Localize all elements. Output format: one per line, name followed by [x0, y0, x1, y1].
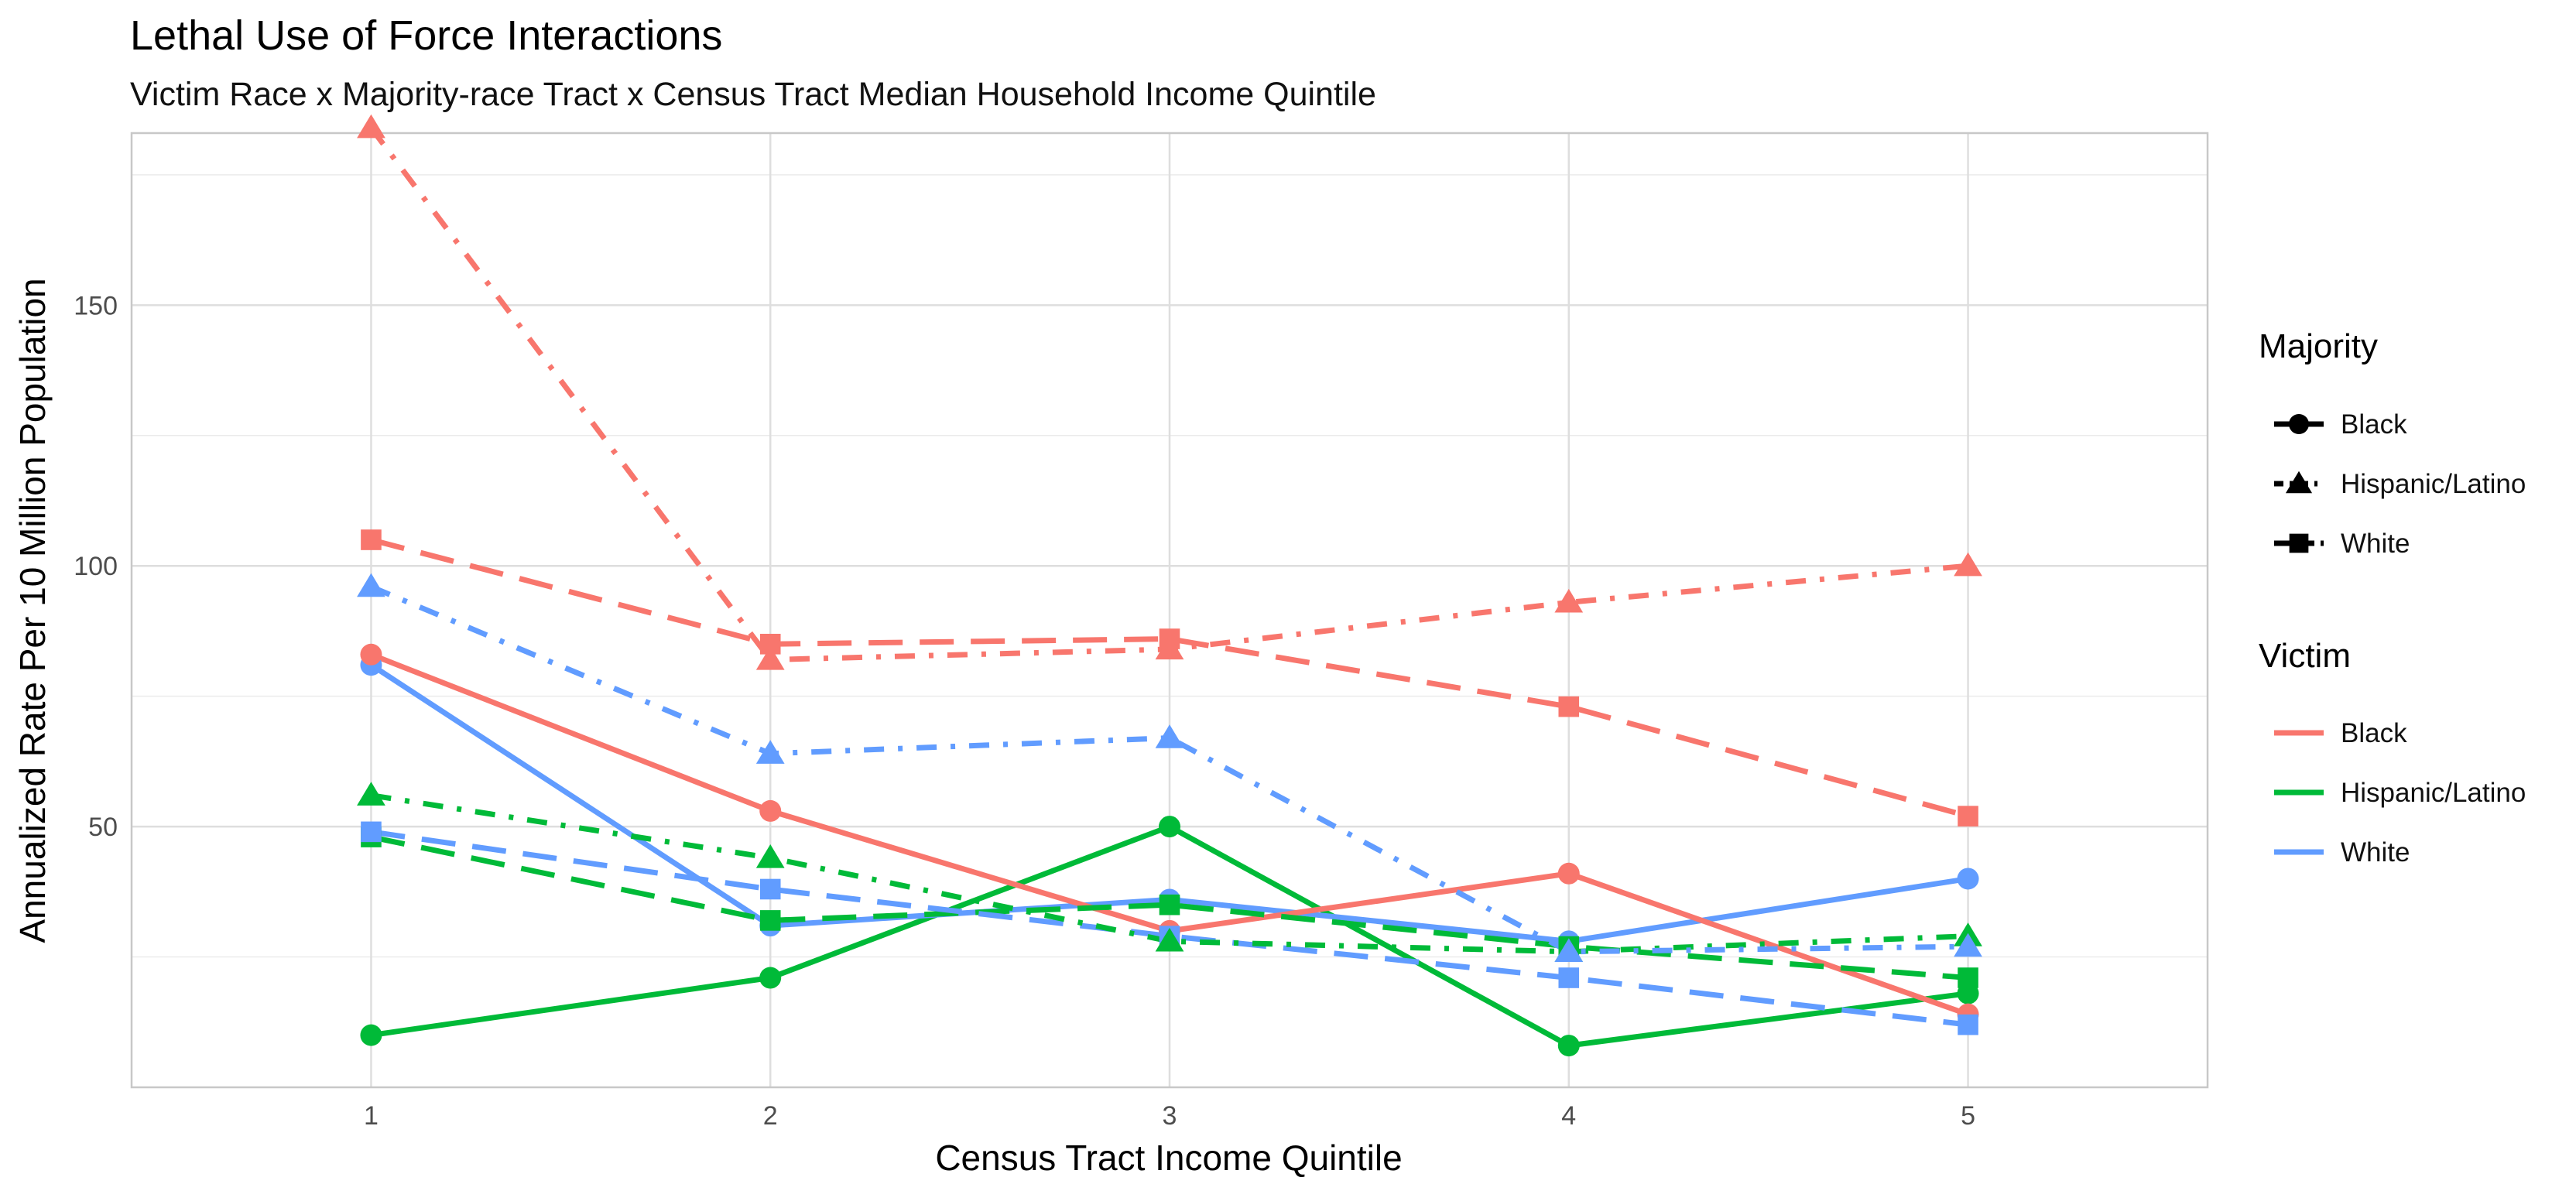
panel-border: [130, 132, 2209, 1089]
x-tick-label: 2: [763, 1101, 778, 1131]
legend-key-marker: [2289, 533, 2309, 553]
data-point: [360, 643, 382, 666]
chart-title: Lethal Use of Force Interactions: [130, 12, 722, 59]
data-point: [1554, 938, 1584, 962]
data-point: [759, 967, 782, 989]
legend-label: Hispanic/Latino: [2341, 469, 2526, 499]
data-point: [1957, 868, 1979, 890]
data-point: [1557, 1035, 1580, 1057]
data-point: [360, 1024, 382, 1046]
points-layer: [357, 114, 1982, 1057]
data-point: [357, 782, 385, 806]
data-point: [755, 844, 785, 868]
y-tick-label: 100: [74, 552, 118, 581]
x-tick-label: 4: [1561, 1101, 1576, 1131]
data-point: [755, 740, 785, 764]
legend-label: White: [2341, 837, 2410, 868]
legend-label: White: [2341, 529, 2410, 559]
legend: Majority Black Hispanic/Latino White Victim B…: [2259, 327, 2526, 868]
y-tick-label: 50: [88, 813, 118, 842]
data-point: [1159, 894, 1180, 915]
x-axis-title: Census Tract Income Quintile: [935, 1138, 1402, 1178]
data-point: [1558, 696, 1580, 717]
data-point: [1557, 862, 1580, 885]
data-point: [357, 114, 385, 139]
data-point: [1155, 927, 1184, 952]
data-point: [1954, 552, 1982, 577]
series-line-white-victim-white-majority: [371, 829, 1968, 1028]
x-tick-label: 5: [1961, 1101, 1975, 1131]
data-point: [759, 910, 781, 931]
data-point: [361, 529, 382, 550]
data-point: [759, 799, 782, 822]
y-tick-label: 150: [74, 291, 118, 320]
ticks-layer: 50 100 150 1 2 3 4 5: [74, 291, 1975, 1131]
chart-subtitle: Victim Race x Majority-race Tract x Cens…: [130, 76, 1376, 113]
data-point: [1954, 933, 1982, 957]
series-line-hispanic-latino-victim-hispanic-latino-majority: [370, 792, 1968, 955]
data-point: [361, 821, 382, 843]
data-point: [1958, 1014, 1978, 1035]
legend-key-marker: [2289, 414, 2309, 434]
data-point: [1558, 967, 1580, 988]
legend-label: Black: [2341, 409, 2407, 440]
data-point: [1958, 806, 1978, 827]
data-point: [1554, 588, 1584, 613]
series-line-black-victim-white-majority: [370, 537, 1969, 819]
legend-label: Hispanic/Latino: [2341, 778, 2526, 808]
data-point: [1159, 816, 1180, 838]
data-point: [1958, 967, 1978, 988]
data-point: [755, 646, 785, 670]
data-point: [1155, 724, 1184, 748]
y-axis-title: Annualized Rate Per 10 Million Populatio…: [12, 278, 53, 943]
legend-key-marker: [2285, 471, 2313, 494]
data-point: [357, 573, 385, 597]
x-tick-label: 1: [364, 1101, 379, 1131]
data-point: [759, 878, 781, 900]
legend-label: Black: [2341, 718, 2407, 748]
legend-title-majority: Majority: [2259, 327, 2378, 365]
data-point: [1155, 635, 1184, 660]
legend-title-victim: Victim: [2259, 637, 2351, 675]
series-line-hispanic-latino-victim-white-majority: [370, 834, 1968, 981]
x-tick-label: 3: [1163, 1101, 1177, 1131]
